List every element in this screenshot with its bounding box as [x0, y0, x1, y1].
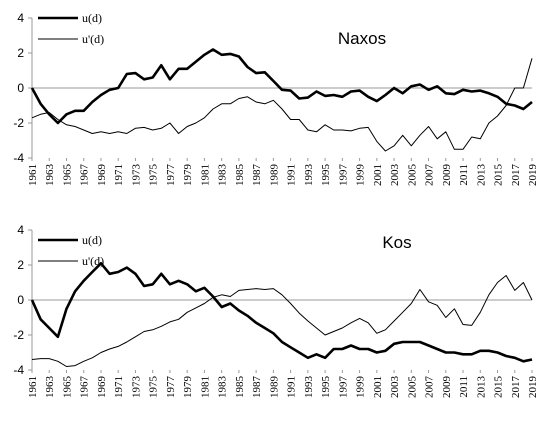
legend-label: u'(d) [82, 254, 104, 268]
x-tick-label: 2003 [389, 376, 401, 399]
x-tick-label: 1961 [27, 164, 39, 186]
x-tick-label: 1961 [27, 376, 39, 398]
legend-label: u(d) [82, 11, 102, 25]
x-tick-label: 1981 [199, 164, 211, 186]
y-tick-label: 2 [17, 46, 24, 60]
x-tick-label: 2017 [510, 376, 522, 399]
x-tick-label: 1985 [234, 376, 246, 399]
x-tick-label: 1999 [355, 164, 367, 187]
x-tick-label: 1987 [251, 164, 263, 187]
x-tick-label: 2009 [441, 164, 453, 187]
x-tick-label: 2015 [493, 375, 505, 398]
x-tick-label: 2019 [527, 376, 539, 399]
x-tick-label: 1967 [79, 376, 91, 399]
x-tick-label: 1991 [286, 376, 298, 398]
x-tick-label: 1963 [44, 164, 56, 187]
x-tick-label: 1983 [217, 376, 229, 399]
x-tick-label: 2005 [406, 376, 418, 399]
x-tick-label: 1973 [130, 164, 142, 187]
y-tick-label: -2 [13, 328, 24, 342]
x-tick-label: 2015 [493, 163, 505, 186]
series-line-u [30, 261, 533, 363]
x-tick-label: 1989 [268, 164, 280, 187]
x-tick-label: 1969 [96, 164, 108, 187]
x-tick-label: 1971 [113, 376, 125, 398]
x-tick-label: 1997 [337, 164, 349, 187]
legend-label: u(d) [82, 233, 102, 247]
panel-title: Kos [382, 233, 411, 252]
y-tick-label: 0 [17, 81, 24, 95]
x-tick-label: 2009 [441, 376, 453, 399]
panel-title: Naxos [338, 29, 386, 48]
x-tick-label: 1997 [337, 376, 349, 399]
series-line-u-prime [31, 58, 533, 152]
x-tick-label: 1979 [182, 376, 194, 399]
x-tick-label: 2013 [475, 164, 487, 187]
x-tick-label: 1983 [217, 164, 229, 187]
x-tick-label: 1973 [130, 376, 142, 399]
y-tick-label: 0 [17, 293, 24, 307]
x-tick-label: 1975 [148, 376, 160, 399]
x-tick-label: 2019 [527, 164, 539, 187]
x-tick-label: 2001 [372, 376, 384, 398]
y-tick-label: 2 [17, 258, 24, 272]
x-tick-label: 1995 [320, 376, 332, 399]
x-tick-label: 1989 [268, 376, 280, 399]
y-tick-label: 4 [17, 11, 24, 25]
x-tick-label: 2011 [458, 164, 470, 186]
x-tick-label: 1967 [79, 164, 91, 187]
x-tick-label: 1985 [234, 164, 246, 187]
x-tick-label: 2017 [510, 164, 522, 187]
x-tick-label: 2013 [475, 376, 487, 399]
series-line-u [30, 48, 533, 125]
y-tick-label: -4 [13, 363, 24, 377]
x-tick-label: 2007 [424, 164, 436, 187]
x-tick-label: 2011 [458, 376, 470, 398]
x-tick-label: 1995 [320, 164, 332, 187]
x-tick-label: 1979 [182, 164, 194, 187]
x-tick-label: 1993 [303, 164, 315, 187]
x-tick-label: 1975 [148, 164, 160, 187]
x-tick-label: 1981 [199, 376, 211, 398]
x-tick-label: 2007 [424, 376, 436, 399]
x-tick-label: 1969 [96, 376, 108, 399]
x-tick-label: 2005 [406, 164, 418, 187]
y-tick-label: 4 [17, 223, 24, 237]
x-tick-label: 1987 [251, 376, 263, 399]
x-tick-label: 1977 [165, 376, 177, 399]
x-tick-label: 1965 [61, 164, 73, 187]
x-tick-label: 1999 [355, 376, 367, 399]
legend-label: u'(d) [82, 32, 104, 46]
x-tick-label: 1977 [165, 164, 177, 187]
x-tick-label: 2003 [389, 164, 401, 187]
x-tick-label: 1991 [286, 164, 298, 186]
x-tick-label: 1993 [303, 376, 315, 399]
x-tick-label: 1971 [113, 164, 125, 186]
series-line-u-prime [31, 275, 533, 367]
x-tick-label: 1963 [44, 376, 56, 399]
y-tick-label: -2 [13, 116, 24, 130]
y-tick-label: -4 [13, 151, 24, 165]
x-tick-label: 2001 [372, 164, 384, 186]
x-tick-label: 1965 [61, 376, 73, 399]
